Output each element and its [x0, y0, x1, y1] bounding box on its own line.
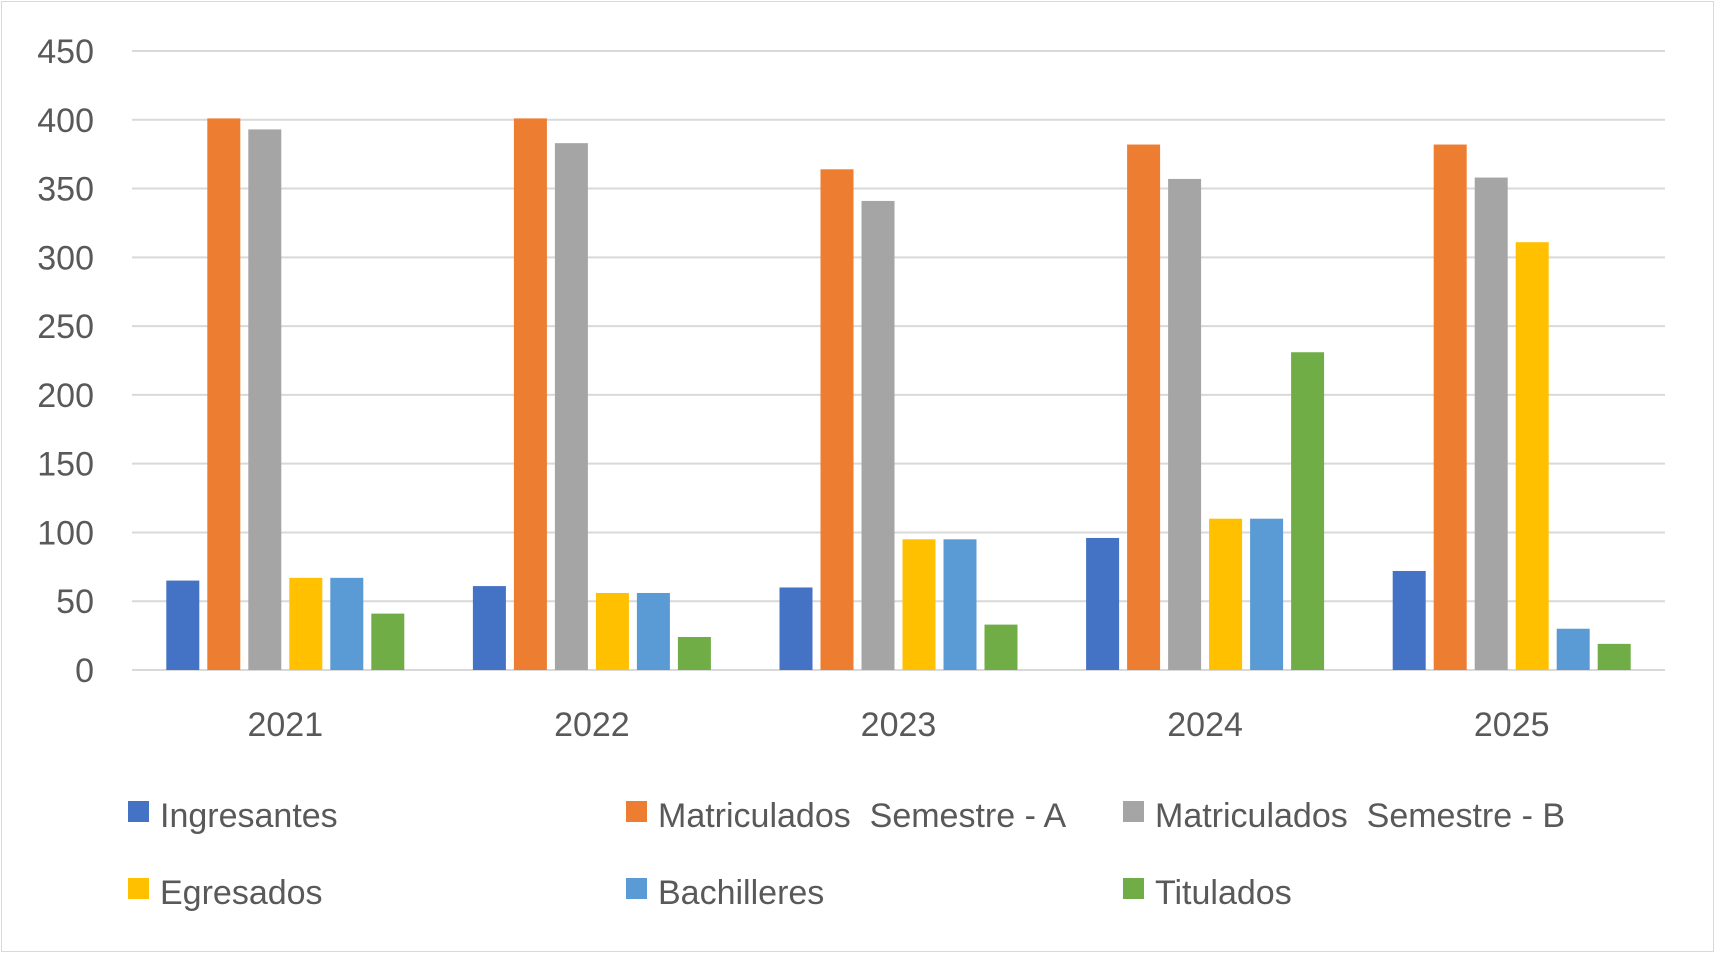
y-tick-label: 350 — [37, 171, 94, 209]
bar-egresados-2021 — [289, 577, 323, 670]
y-tick-label: 450 — [37, 33, 94, 71]
y-tick-label: 250 — [37, 308, 94, 346]
legend-swatch — [626, 878, 647, 899]
legend-swatch — [626, 801, 647, 822]
bar-titulados-2023 — [984, 624, 1018, 670]
legend-label: Bachilleres — [658, 874, 824, 912]
y-tick-label: 400 — [37, 102, 94, 140]
bar-matriculados-semestre-a-2023 — [820, 169, 854, 670]
bar-egresados-2024 — [1209, 518, 1243, 670]
x-tick-label: 2024 — [1167, 706, 1243, 744]
bar-egresados-2025 — [1515, 242, 1549, 671]
legend-swatch — [1123, 878, 1144, 899]
bar-ingresantes-2025 — [1392, 570, 1426, 670]
x-tick-label: 2023 — [861, 706, 937, 744]
legend-label: Egresados — [160, 874, 323, 912]
bar-ingresantes-2022 — [472, 586, 506, 670]
bar-matriculados-semestre-b-2024 — [1168, 178, 1202, 670]
bar-ingresantes-2021 — [166, 580, 200, 670]
bar-bachilleres-2023 — [943, 539, 977, 670]
x-tick-label: 2025 — [1474, 706, 1550, 744]
bar-matriculados-semestre-a-2024 — [1127, 144, 1161, 670]
bar-titulados-2024 — [1291, 352, 1325, 670]
bar-matriculados-semestre-a-2025 — [1433, 144, 1467, 670]
legend-swatch — [128, 878, 149, 899]
bar-titulados-2025 — [1597, 643, 1631, 670]
bar-matriculados-semestre-b-2021 — [248, 129, 282, 670]
bar-titulados-2021 — [371, 613, 405, 670]
bar-ingresantes-2023 — [779, 587, 813, 670]
bar-matriculados-semestre-a-2021 — [207, 118, 241, 670]
bar-bachilleres-2021 — [330, 577, 364, 670]
y-tick-label: 100 — [37, 514, 94, 552]
y-tick-label: 50 — [56, 583, 94, 621]
legend-swatch — [1123, 801, 1144, 822]
y-axis-ticks: 0 50 100 150 200 250 300 350 400 450 — [37, 33, 94, 690]
x-tick-label: 2021 — [247, 706, 323, 744]
y-tick-label: 150 — [37, 446, 94, 484]
bar-egresados-2023 — [902, 539, 936, 670]
x-axis-ticks: 2021 2022 2023 2024 2025 — [247, 706, 1549, 744]
x-tick-label: 2022 — [554, 706, 630, 744]
legend-label: Ingresantes — [160, 797, 338, 835]
y-tick-label: 300 — [37, 239, 94, 277]
bar-titulados-2022 — [677, 636, 711, 670]
bar-bachilleres-2024 — [1250, 518, 1284, 670]
bar-matriculados-semestre-b-2023 — [861, 200, 895, 671]
bar-matriculados-semestre-a-2022 — [513, 118, 547, 670]
bar-ingresantes-2024 — [1086, 537, 1120, 670]
legend-label: Matriculados Semestre - B — [1155, 797, 1565, 835]
bar-bachilleres-2022 — [636, 592, 670, 670]
bar-matriculados-semestre-b-2025 — [1474, 177, 1508, 670]
bars — [166, 118, 1631, 671]
bar-egresados-2022 — [595, 592, 629, 670]
bar-matriculados-semestre-b-2022 — [554, 143, 588, 670]
legend: Ingresantes Matriculados Semestre - A Matr… — [128, 797, 1565, 912]
legend-swatch — [128, 801, 149, 822]
legend-label: Matriculados Semestre - A — [658, 797, 1066, 835]
legend-label: Titulados — [1155, 874, 1292, 912]
y-tick-label: 200 — [37, 377, 94, 415]
y-tick-label: 0 — [75, 652, 94, 690]
bar-bachilleres-2025 — [1556, 628, 1590, 670]
